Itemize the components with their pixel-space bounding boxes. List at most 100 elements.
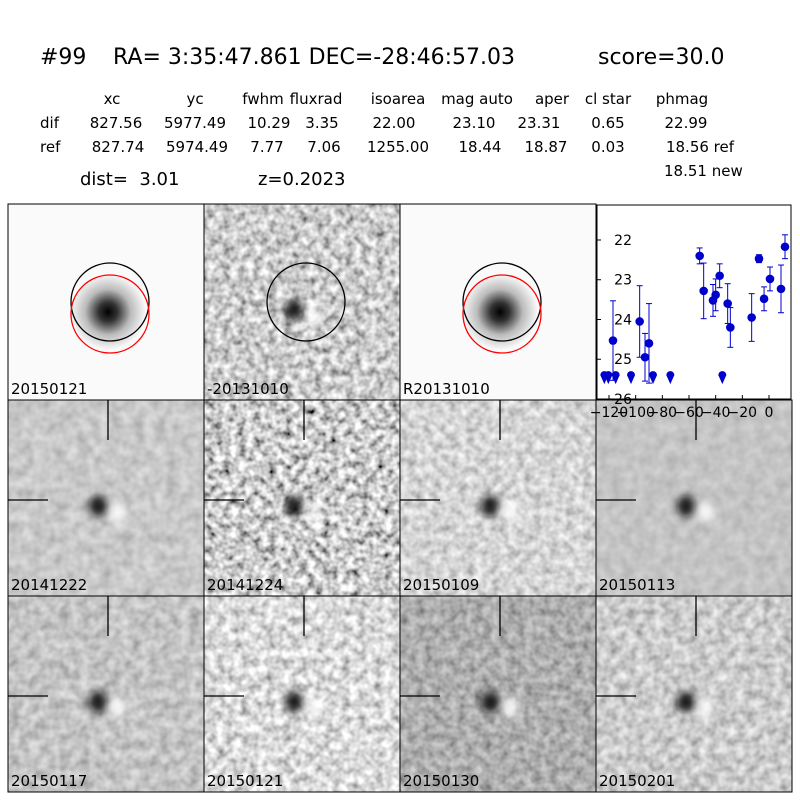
point <box>635 317 644 326</box>
point <box>715 271 724 281</box>
point <box>765 274 775 284</box>
x-tick-label: 0 <box>765 405 774 421</box>
dipole-dark <box>285 495 303 517</box>
x-tick-label: −40 <box>701 405 731 421</box>
stamp: 20150130 <box>399 595 597 793</box>
point <box>776 284 786 294</box>
column-header: phmag <box>656 90 708 108</box>
point <box>695 251 704 261</box>
point <box>780 242 790 252</box>
column-header: mag auto <box>441 90 513 108</box>
column-header: fwhm <box>242 90 283 108</box>
dipole-dark <box>89 495 107 517</box>
point <box>747 313 756 322</box>
dipole-bright <box>306 306 322 326</box>
upper-limit <box>649 371 657 385</box>
stamp-label: 20150201 <box>599 772 675 790</box>
point <box>759 294 769 304</box>
y-tick-label: 26 <box>614 392 632 408</box>
table-cell: 22.00 <box>373 114 416 132</box>
stamp-label: 20150117 <box>11 772 87 790</box>
stamp: 20150113 <box>595 399 793 597</box>
y-tick-label: 25 <box>614 352 632 368</box>
upper-limit <box>666 371 675 385</box>
row-label: ref <box>40 138 61 156</box>
stamp: 20150117 <box>7 595 205 793</box>
dipole-dark <box>481 495 499 517</box>
point <box>754 254 764 263</box>
column-header: cl star <box>585 90 632 108</box>
stamp: 20150109 <box>399 399 597 597</box>
dipole-dark <box>677 495 695 517</box>
stamp: 20150121 <box>7 203 205 401</box>
aperture <box>266 262 346 342</box>
table-cell: 3.35 <box>305 114 338 132</box>
star <box>70 274 146 350</box>
x-tick-label: −80 <box>648 405 678 421</box>
table-cell: 10.29 <box>248 114 291 132</box>
point <box>644 339 654 348</box>
x-tick-label: −60 <box>674 405 704 421</box>
stamp-label: 20141224 <box>207 576 283 594</box>
table-cell: 1255.00 <box>367 138 429 156</box>
aperture-ref <box>70 274 150 354</box>
table-cell: 22.99 <box>665 114 708 132</box>
upper-limit <box>611 371 620 385</box>
stamp: -20131010 <box>203 203 401 401</box>
stamp: 20141224 <box>203 399 401 597</box>
dipole-bright <box>306 698 322 718</box>
aperture-ref <box>462 274 542 354</box>
table-cell: 7.06 <box>307 138 340 156</box>
point <box>608 336 618 345</box>
stamp-label: R20131010 <box>403 380 490 398</box>
dipole-dark <box>89 691 107 713</box>
stamp: R20131010 <box>399 203 597 401</box>
y-tick-label: 22 <box>614 233 632 249</box>
dipole-bright <box>110 502 126 522</box>
dipole-dark <box>285 299 303 321</box>
dipole-bright <box>306 502 322 522</box>
dipole-bright <box>110 698 126 718</box>
dipole-dark <box>677 691 695 713</box>
point <box>723 299 732 308</box>
stamp-label: 20150109 <box>403 576 479 594</box>
distance: dist= 3.01 <box>80 169 179 190</box>
x-tick-label: −20 <box>728 405 758 421</box>
table-cell: 827.74 <box>92 138 145 156</box>
stamp-label: 20141222 <box>11 576 87 594</box>
stamp-frame <box>595 595 793 793</box>
stamp-image <box>204 204 400 400</box>
upper-limit <box>718 371 727 385</box>
y-tick-label: 24 <box>614 312 632 328</box>
aperture <box>70 262 150 342</box>
column-header: xc <box>104 90 121 108</box>
x-tick-label: −120 <box>590 405 628 421</box>
table-cell: 18.87 <box>525 138 568 156</box>
dipole-bright <box>502 502 518 522</box>
table-cell: 0.03 <box>591 138 624 156</box>
table-cell: 18.44 <box>459 138 502 156</box>
score: score=30.0 <box>598 45 725 70</box>
dipole-bright <box>698 698 714 718</box>
stamp-label: 20150121 <box>11 380 87 398</box>
phmag-new: 18.51 new <box>664 162 743 180</box>
stamp: 20150121 <box>203 595 401 793</box>
table-cell: 5974.49 <box>166 138 228 156</box>
row-label: dif <box>40 114 60 132</box>
point <box>726 323 735 332</box>
x-tick-label: −100 <box>616 405 654 421</box>
stamp-image <box>596 400 792 596</box>
upper-limit <box>627 371 635 385</box>
point <box>699 286 708 296</box>
candidate-id: #99 <box>40 45 86 70</box>
stamp-image <box>204 596 400 792</box>
point <box>640 352 650 362</box>
dipole-bright <box>698 502 714 522</box>
stamp-label: 20150121 <box>207 772 283 790</box>
stamp-image <box>204 400 400 596</box>
table-cell: 0.65 <box>591 114 624 132</box>
dipole-dark <box>481 691 499 713</box>
aperture <box>462 262 542 342</box>
table-cell: 5977.49 <box>164 114 226 132</box>
